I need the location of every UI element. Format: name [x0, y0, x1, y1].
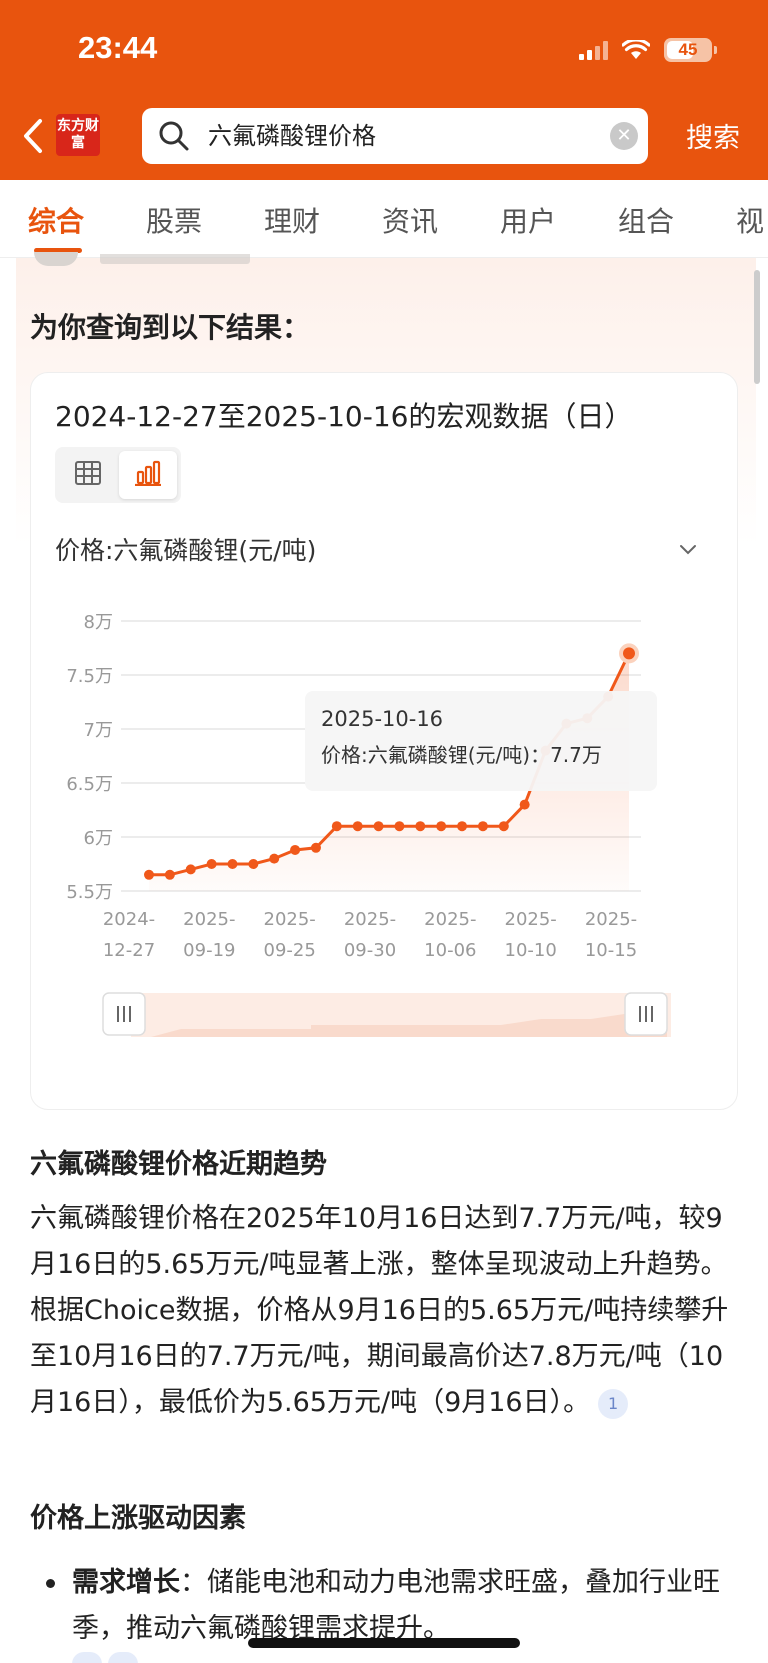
- search-icon: [158, 120, 190, 156]
- y-tick-label: 6.5万: [66, 774, 113, 795]
- data-point: [185, 864, 196, 875]
- back-icon[interactable]: [18, 116, 48, 156]
- data-point: [269, 853, 280, 864]
- data-point: [457, 821, 468, 832]
- data-point: [144, 869, 154, 880]
- battery-level: 45: [678, 40, 698, 59]
- tooltip-value: 价格:六氟磷酸锂(元/吨)：7.7万: [321, 743, 602, 767]
- battery-icon: 45: [664, 38, 717, 62]
- data-point: [164, 869, 175, 880]
- data-point: [619, 643, 639, 664]
- table-view-button[interactable]: [59, 451, 117, 499]
- header-bar: 23:44 45 东方财富 六氟磷酸锂价格 ✕ 搜索: [0, 0, 768, 180]
- scrollbar[interactable]: [754, 270, 760, 384]
- home-indicator[interactable]: [248, 1638, 520, 1648]
- tab-news[interactable]: 资讯: [382, 205, 439, 238]
- chevron-down-icon[interactable]: [679, 541, 697, 560]
- x-tick-label: 2025-: [183, 909, 235, 930]
- status-time: 23:44: [78, 30, 158, 65]
- search-button[interactable]: 搜索: [686, 123, 740, 154]
- x-tick-label: 09-25: [264, 940, 316, 961]
- data-point: [227, 859, 238, 869]
- data-point: [373, 821, 384, 832]
- search-input[interactable]: 六氟磷酸锂价格 ✕: [142, 108, 648, 164]
- y-tick-label: 7.5万: [66, 666, 113, 687]
- data-point: [206, 859, 217, 869]
- chart-tooltip: 2025-10-16 价格:六氟磷酸锂(元/吨)：7.7万: [305, 691, 657, 791]
- x-tick-label: 12-27: [103, 940, 155, 961]
- tab-users[interactable]: 用户: [500, 205, 557, 238]
- series-area: [149, 653, 629, 891]
- signal-icon: [579, 40, 608, 60]
- data-point: [519, 799, 530, 810]
- tab-portfolio[interactable]: 组合: [618, 205, 675, 238]
- bullet-term: 需求增长: [72, 1567, 180, 1598]
- app-logo[interactable]: 东方财富: [56, 114, 100, 156]
- tab-overview[interactable]: 综合: [28, 205, 85, 238]
- citation-badge[interactable]: [108, 1652, 138, 1663]
- card-title: 2024-12-27至2025-10-16的宏观数据（日）: [55, 400, 633, 433]
- tooltip-date: 2025-10-16: [321, 707, 444, 731]
- y-tick-label: 8万: [84, 612, 113, 633]
- data-point: [331, 821, 342, 832]
- x-tick-label: 10-10: [505, 940, 557, 961]
- assistant-avatar: [34, 252, 78, 266]
- x-tick-label: 10-06: [424, 940, 476, 961]
- data-point: [352, 821, 363, 832]
- data-point: [394, 821, 405, 832]
- data-point: [415, 821, 426, 832]
- data-point: [436, 821, 447, 832]
- x-tick-label: 10-15: [585, 940, 637, 961]
- tab-wealth[interactable]: 理财: [264, 205, 321, 238]
- price-line-chart[interactable]: 5.5万 6万 6.5万 7万 7.5万 8万 2024- 12-27 2025- 09-19 20…: [31, 573, 737, 1053]
- y-tick-label: 5.5万: [66, 882, 113, 903]
- indicator-selector[interactable]: 价格:六氟磷酸锂(元/吨): [55, 536, 317, 565]
- citation-badge[interactable]: 1: [598, 1388, 629, 1419]
- result-intro: 为你查询到以下结果：: [30, 311, 311, 344]
- bullet-dot: [46, 1579, 55, 1588]
- chart-view-button[interactable]: [119, 451, 177, 499]
- x-tick-label: 09-19: [183, 940, 235, 961]
- range-slider-preview: [151, 1011, 667, 1037]
- tab-stocks[interactable]: 股票: [146, 205, 203, 238]
- tab-bar: 综合 股票 理财 资讯 用户 组合 视: [0, 180, 768, 258]
- data-point: [498, 821, 509, 832]
- section-trend-title: 六氟磷酸锂价格近期趋势: [30, 1149, 327, 1180]
- macro-data-card: 2024-12-27至2025-10-16的宏观数据（日） 价格:六氟磷酸锂(元…: [30, 372, 738, 1110]
- wifi-icon: [622, 40, 650, 60]
- y-tick-label: 6万: [84, 828, 113, 849]
- clear-icon[interactable]: ✕: [610, 122, 638, 150]
- data-point: [477, 821, 488, 832]
- view-toggle: [55, 447, 181, 503]
- x-tick-label: 2024-: [103, 909, 155, 930]
- table-icon: [74, 460, 102, 490]
- tab-active-indicator: [34, 248, 82, 253]
- x-tick-label: 2025-: [424, 909, 476, 930]
- status-icons: 45: [579, 38, 717, 62]
- citation-badge[interactable]: [72, 1652, 102, 1663]
- search-query: 六氟磷酸锂价格: [208, 122, 376, 150]
- assistant-name: [100, 254, 250, 264]
- y-tick-label: 7万: [84, 720, 113, 741]
- x-tick-label: 2025-: [585, 909, 637, 930]
- data-point: [310, 842, 321, 853]
- section-trend-text: 六氟磷酸锂价格在2025年10月16日达到7.7万元/吨，较9月16日的5.65…: [30, 1196, 740, 1426]
- data-point: [290, 844, 301, 855]
- x-tick-label: 2025-: [505, 909, 557, 930]
- x-tick-label: 2025-: [344, 909, 396, 930]
- x-tick-label: 2025-: [264, 909, 316, 930]
- tab-video[interactable]: 视: [736, 205, 765, 238]
- x-tick-label: 09-30: [344, 940, 396, 961]
- bar-chart-icon: [134, 460, 162, 490]
- data-point: [248, 859, 259, 869]
- section-drivers-title: 价格上涨驱动因素: [30, 1503, 246, 1534]
- trend-paragraph: 六氟磷酸锂价格在2025年10月16日达到7.7万元/吨，较9月16日的5.65…: [30, 1203, 729, 1418]
